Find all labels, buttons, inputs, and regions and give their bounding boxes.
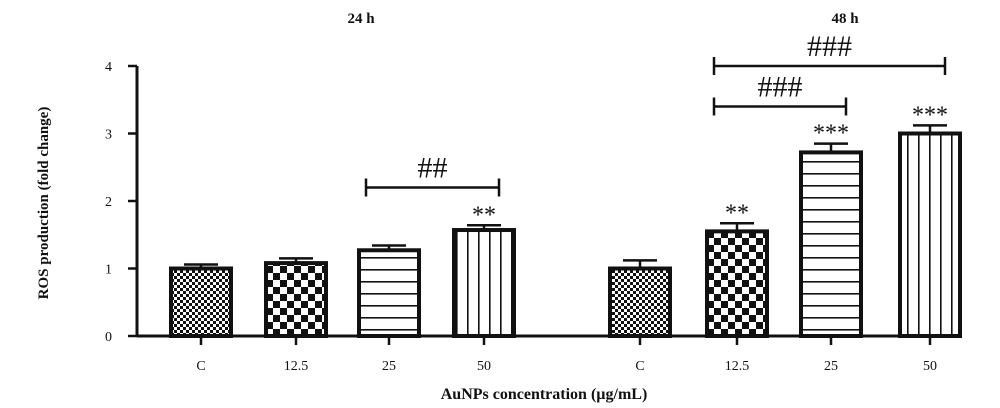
y-tick-label: 0 bbox=[105, 330, 112, 345]
bar bbox=[705, 229, 769, 338]
comparison-label: ## bbox=[418, 152, 448, 185]
y-tick-label: 2 bbox=[105, 195, 112, 210]
y-tick-label: 1 bbox=[105, 263, 112, 278]
x-tick-label: 12.5 bbox=[284, 359, 309, 374]
x-tick-label: 50 bbox=[477, 359, 491, 374]
x-tick-label: 50 bbox=[923, 359, 937, 374]
group-title: 48 h bbox=[831, 11, 859, 27]
significance-stars: ** bbox=[725, 200, 749, 226]
bar bbox=[608, 266, 672, 338]
significance-stars: ** bbox=[472, 202, 496, 228]
significance-stars: *** bbox=[813, 121, 849, 147]
bars bbox=[169, 124, 962, 339]
comparison-label: ### bbox=[758, 71, 803, 104]
x-tick-label: 12.5 bbox=[725, 359, 750, 374]
y-tick-label: 3 bbox=[105, 128, 112, 143]
x-axis-label: AuNPs concentration (µg/mL) bbox=[441, 386, 648, 403]
x-tick-label: 25 bbox=[824, 359, 838, 374]
x-tick-label: 25 bbox=[382, 359, 396, 374]
bar bbox=[799, 150, 863, 338]
bar bbox=[452, 228, 516, 338]
y-tick-label: 4 bbox=[105, 60, 112, 75]
group-title: 24 h bbox=[347, 11, 375, 27]
y-axis-label: ROS production (fold change) bbox=[36, 107, 52, 300]
group-titles: 24 h 48 h bbox=[347, 11, 859, 27]
x-ticks: C 12.5 25 50 C 12.5 25 50 bbox=[196, 336, 937, 374]
bar bbox=[169, 266, 233, 338]
x-tick-label: C bbox=[196, 359, 205, 374]
x-tick-label: C bbox=[635, 359, 644, 374]
bar bbox=[898, 131, 962, 338]
significance-stars: *** bbox=[912, 102, 948, 128]
y-ticks: 0 1 2 3 4 bbox=[105, 60, 137, 345]
bar bbox=[264, 261, 328, 339]
comparison-label: ### bbox=[807, 30, 852, 63]
bar bbox=[357, 248, 421, 338]
annotations: **##********###### bbox=[364, 30, 948, 228]
